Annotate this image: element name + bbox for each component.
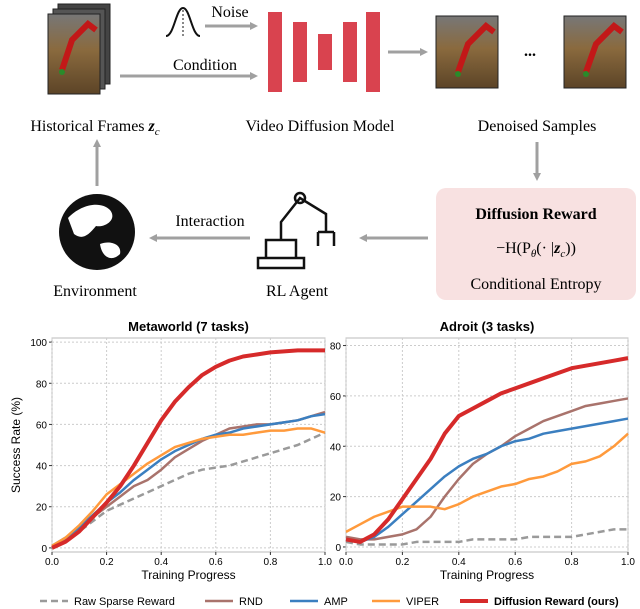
legend-label: VIPER xyxy=(406,596,439,608)
y-tick-label: 40 xyxy=(330,442,342,453)
ellipsis: ... xyxy=(524,43,536,60)
x-tick-label: 1.0 xyxy=(318,557,332,568)
reward-title: Diffusion Reward xyxy=(475,206,596,223)
figure: Noise Condition Historical Frames zc Vid… xyxy=(0,0,640,609)
legend-label: AMP xyxy=(324,596,348,608)
x-tick-label: 0.4 xyxy=(452,557,466,568)
y-axis-label: Success Rate (%) xyxy=(9,397,23,493)
y-tick-label: 0 xyxy=(335,543,341,554)
denoised-label: Denoised Samples xyxy=(478,118,597,135)
x-tick-label: 0.4 xyxy=(154,557,168,568)
robot-icon xyxy=(258,193,334,268)
y-tick-label: 40 xyxy=(36,462,48,473)
formula-part: −H(P xyxy=(496,240,531,257)
condition-label: Condition xyxy=(173,57,237,74)
diagram: Noise Condition Historical Frames zc Vid… xyxy=(30,4,636,300)
y-tick-label: 0 xyxy=(41,544,47,555)
rl-agent-label: RL Agent xyxy=(266,283,329,300)
formula-part: (· | xyxy=(536,240,554,257)
y-tick-label: 20 xyxy=(36,503,48,514)
x-tick-label: 0.2 xyxy=(100,557,114,568)
x-tick-label: 0.6 xyxy=(209,557,223,568)
denoised-sample-image xyxy=(564,16,626,88)
legend-label: Diffusion Reward (ours) xyxy=(494,596,619,608)
reward-caption: Conditional Entropy xyxy=(470,276,601,293)
legend-label: Raw Sparse Reward xyxy=(74,596,175,608)
denoised-sample-image xyxy=(436,16,498,88)
chart-title: Adroit (3 tasks) xyxy=(440,319,535,334)
y-tick-label: 100 xyxy=(30,338,47,349)
noise-icon xyxy=(166,8,200,36)
historical-frames-image xyxy=(48,4,110,94)
globe-icon xyxy=(59,194,135,270)
noise-label: Noise xyxy=(211,4,248,21)
x-tick-label: 1.0 xyxy=(621,557,635,568)
chart-title: Metaworld (7 tasks) xyxy=(128,319,249,334)
x-tick-label: 0.6 xyxy=(508,557,522,568)
x-tick-label: 0.2 xyxy=(395,557,409,568)
x-tick-label: 0.8 xyxy=(263,557,277,568)
formula-part: )) xyxy=(565,240,576,257)
subscript: c xyxy=(155,126,160,138)
x-axis-label: Training Progress xyxy=(141,568,235,582)
x-tick-label: 0.0 xyxy=(45,557,59,568)
label-text: Historical Frames xyxy=(30,118,144,135)
x-axis-label: Training Progress xyxy=(440,568,534,582)
y-tick-label: 80 xyxy=(36,379,48,390)
x-tick-label: 0.8 xyxy=(565,557,579,568)
y-tick-label: 60 xyxy=(36,420,48,431)
legend: Raw Sparse Reward RND AMP VIPER Diffusion Re… xyxy=(40,596,619,608)
legend-label: RND xyxy=(239,596,263,608)
x-tick-label: 0.0 xyxy=(339,557,353,568)
y-tick-label: 80 xyxy=(330,342,342,353)
historical-frames-label: Historical Frames zc xyxy=(30,118,159,138)
video-diffusion-label: Video Diffusion Model xyxy=(246,118,396,135)
y-tick-label: 20 xyxy=(330,493,342,504)
interaction-label: Interaction xyxy=(175,213,244,230)
diffusion-model-icon xyxy=(268,12,380,92)
environment-label: Environment xyxy=(53,283,137,300)
charts: 0 20 40 60 80 100 0.0 0.2 0.4 0.6 0.8 1.0 Metaworld … xyxy=(9,319,635,582)
y-tick-label: 60 xyxy=(330,392,342,403)
